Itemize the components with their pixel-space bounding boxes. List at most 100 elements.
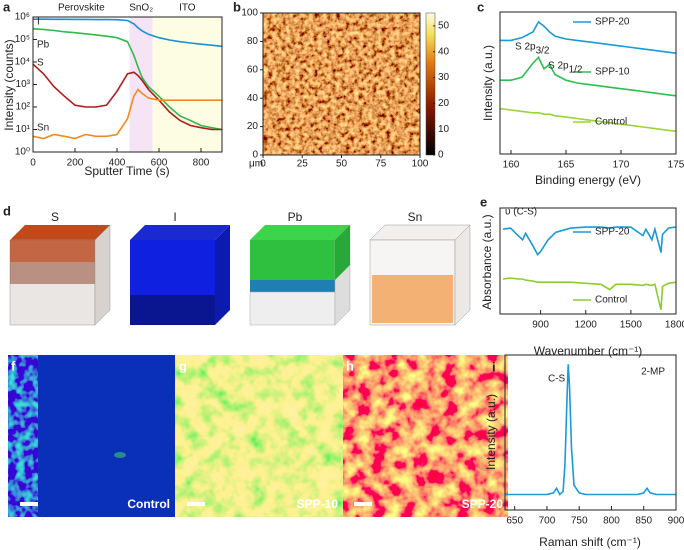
y-axis-label: Absorbance (a.u.) [480,214,494,309]
y-tick-label: 100 [241,8,258,19]
x-tick-label: 900 [668,516,684,527]
legend-label: Control [595,295,627,306]
series-line [500,20,677,54]
x-tick-label: 650 [506,516,523,527]
panel-letter: h [346,358,354,373]
x-tick-label: 750 [571,516,588,527]
map-label: SPP-10 [297,497,339,511]
y-tick-label: 10⁵ [15,34,30,45]
y-tick-label: 40 [247,93,259,104]
y-axis-label: Intensity (a.u.) [484,394,498,470]
cube-title: Pb [288,210,303,224]
scale-bar [20,502,38,506]
colorbar-label: 40 [438,46,450,57]
legend-label: SPP-20 [595,227,630,238]
series-label: Pb [37,40,50,51]
region-label: ITO [179,3,196,14]
plot-frame [499,11,677,155]
y-tick-label: 20 [247,121,259,132]
x-tick-label: 160 [503,160,520,171]
series-line [32,63,222,131]
heatmap-image [263,13,420,155]
colorbar-label: 10 [438,124,450,135]
x-tick-label: 800 [193,158,210,169]
map-label: SPP-20 [462,497,504,511]
panel-letter: e [480,194,487,209]
series-line [502,226,677,256]
x-axis-label: Sputter Time (s) [84,164,169,178]
panel-letter: i [492,359,496,374]
y-tick-label: 10⁰ [15,147,30,158]
map-f [8,355,175,517]
x-tick-label: 100 [412,159,429,170]
legend-label: SPP-10 [595,67,630,78]
map-h [343,355,508,517]
annotation: C-S [548,374,566,385]
series-line [502,277,677,310]
y-tick-label: 60 [247,64,259,75]
plot-frame [499,207,677,315]
region [129,17,153,152]
cube-s [9,224,111,326]
annotation-sub: 1/2 [569,65,583,76]
chart-title: 2-MP [641,367,665,378]
y-axis-label: Intensity (a.u.) [481,45,495,121]
x-tick-label: 200 [67,158,84,169]
annotation: S 2p [548,61,569,72]
panel-letter: a [3,0,11,14]
scale-bar [354,502,372,506]
x-tick-label: 1500 [620,320,643,331]
x-axis-label: Raman shift (cm⁻¹) [539,535,641,549]
annotation: υ (C-S) [505,207,537,218]
series-line [33,18,223,48]
x-tick-label: 800 [603,516,620,527]
region-label: Perovskite [58,3,105,14]
x-axis-label: Wavenumber (cm⁻¹) [534,344,643,358]
y-tick-label: 10¹ [16,124,31,135]
map-label: Control [127,497,170,511]
x-tick-label: 700 [539,516,556,527]
colorbar-label: 20 [438,98,450,109]
colorbar [425,12,436,156]
x-tick-label: 0 [30,158,36,169]
x-tick-label: 600 [151,158,168,169]
colorbar-label: 0 [438,150,444,161]
cube-sn [369,224,471,326]
x-tick-label: 0 [260,159,266,170]
region [33,17,130,152]
cube-pb [249,224,351,326]
cube-title: Sn [408,210,423,224]
x-tick-label: 25 [297,159,309,170]
y-tick-label: 10⁶ [15,12,30,23]
region-label: SnO₂ [129,3,153,14]
panel-letter: b [233,0,241,14]
series-line [32,88,222,140]
x-tick-label: 900 [532,320,549,331]
x-axis-label: μm [249,159,263,170]
series-line [499,107,677,133]
annotation: S 2p [515,42,536,53]
cube-title: I [173,210,176,224]
x-tick-label: 75 [375,159,387,170]
x-tick-label: 50 [336,159,348,170]
series-label: S [37,58,44,69]
map-g [175,355,343,517]
x-tick-label: 165 [558,160,575,171]
series-line [32,28,223,131]
series-line [500,56,677,97]
x-tick-label: 400 [109,158,126,169]
colorbar-label: 50 [438,21,450,32]
x-tick-label: 1800 [665,320,684,331]
series-label: Sn [37,123,49,134]
plot-frame [32,16,223,153]
series-label: I [37,17,40,28]
panel-letter: d [3,203,11,218]
x-tick-label: 1200 [575,320,598,331]
region [152,17,222,152]
cube-title: S [51,210,59,224]
y-tick-label: 80 [247,36,259,47]
y-tick-label: 10⁴ [15,57,30,68]
colorbar-label: 30 [438,72,450,83]
scale-bar [187,502,205,506]
